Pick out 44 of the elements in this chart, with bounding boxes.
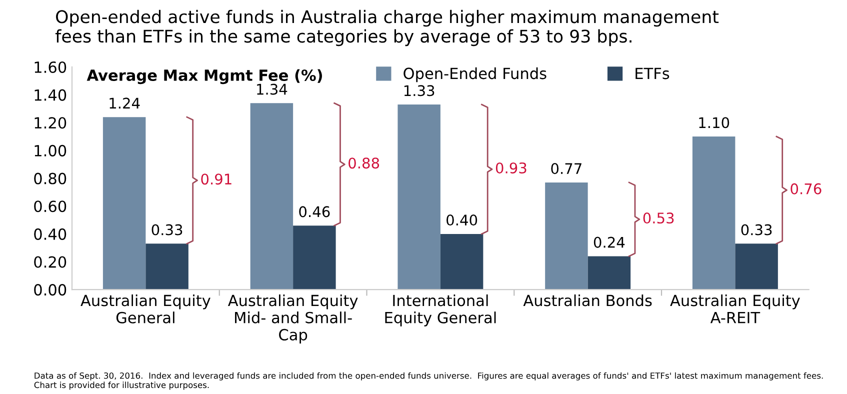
data-label: 0.33 <box>741 224 772 236</box>
data-label: 1.33 <box>404 85 434 96</box>
legend-label: ETFs <box>636 68 670 80</box>
y-tick-label: 0.40 <box>34 228 66 240</box>
y-axis-title: Average Max Mgmt Fee (%) <box>86 69 322 84</box>
annotation: 0.93 <box>496 162 526 174</box>
y-tick-label: 1.40 <box>34 89 66 101</box>
text: Data as of Sept. 30, 2016. Index and leveraged funds are included from the open-ended funds universe. Figures are equal averages of funds' and ETFs' latest maximum management fees. Chart is provided for illustrative purposes. <box>34 372 823 390</box>
bar <box>398 104 440 290</box>
data-label: 1.34 <box>257 84 288 95</box>
x-tick-label: International Equity General <box>385 294 496 326</box>
annotation: 0.53 <box>643 212 674 224</box>
annotation: 0.76 <box>790 183 822 194</box>
data-label: 0.33 <box>152 224 182 236</box>
bar <box>588 256 631 290</box>
bar <box>545 182 588 290</box>
x-tick-label: Australian Bonds <box>523 294 652 306</box>
data-label: 0.24 <box>594 236 625 248</box>
annotation: 0.88 <box>348 158 380 169</box>
y-tick-label: 0.60 <box>34 200 66 212</box>
legend-label: Open-Ended Funds <box>404 67 546 82</box>
data-label: 0.46 <box>299 206 330 218</box>
bar <box>102 117 146 290</box>
y-tick-label: 1.00 <box>34 144 66 156</box>
chart-title: Open-ended active funds in Australia charge higher maximum management fees than ETFs in the same categories by average of 53 to 93 bps. <box>55 10 719 46</box>
bar <box>146 244 188 290</box>
y-tick-label: 0.80 <box>34 172 66 184</box>
bar <box>250 103 294 290</box>
x-tick-label: Australian Equity A-REIT <box>670 294 800 324</box>
y-tick-label: 1.20 <box>34 117 66 129</box>
bar <box>692 136 736 290</box>
y-tick-label: 0.20 <box>34 256 66 268</box>
x-tick-label: Australian Equity General <box>80 294 210 324</box>
y-tick-label: 1.60 <box>34 61 66 73</box>
data-label: 1.10 <box>699 117 730 128</box>
bar <box>293 226 336 290</box>
data-label: 0.77 <box>551 163 582 174</box>
x-tick-label: Australian Equity Mid- and Small- Cap <box>228 294 358 344</box>
y-tick-label: 0.00 <box>34 284 66 296</box>
bar <box>440 234 484 290</box>
annotation: 0.91 <box>201 174 232 185</box>
data-label: 1.24 <box>110 98 140 108</box>
bar <box>735 244 778 290</box>
data-label: 0.40 <box>446 214 478 226</box>
